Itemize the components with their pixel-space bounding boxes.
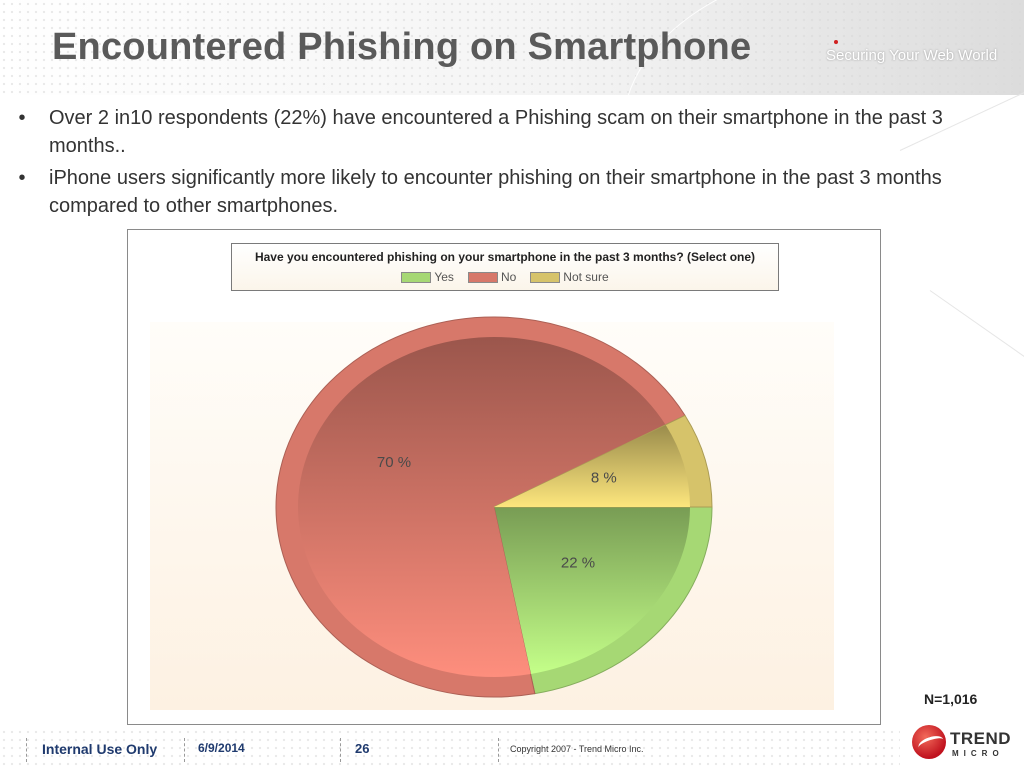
legend-items: Yes No Not sure (232, 270, 778, 284)
bullet-marker: • (18, 107, 26, 129)
legend-label-no: No (500, 270, 517, 284)
chart-legend: Have you encountered phishing on your sm… (231, 243, 779, 291)
chart-title: Have you encountered phishing on your sm… (254, 250, 756, 264)
footer-separator (184, 738, 185, 762)
pie-data-label-yes: 22 % (561, 555, 595, 572)
footer-separator (340, 738, 341, 762)
slide-title: Encountered Phishing on Smartphone (52, 26, 752, 68)
pie-slice-inner-yes (494, 507, 690, 674)
legend-swatch-not-sure (530, 271, 561, 283)
pie-chart: 22 % 70 % 8 % (275, 316, 713, 698)
trend-micro-logo-icon (912, 725, 946, 759)
pie-data-label-no: 70 % (377, 454, 411, 471)
legend-item-yes: Yes (401, 270, 454, 284)
footer-separator (498, 738, 499, 762)
pie-slice-inner-not-sure (494, 425, 690, 507)
footer-classification: Internal Use Only (42, 741, 158, 757)
bullet-list: • Over 2 in10 respondents (22%) have enc… (12, 104, 1002, 224)
bullet-marker: • (18, 167, 26, 189)
chart-frame: Have you encountered phishing on your sm… (127, 229, 881, 725)
legend-label-not-sure: Not sure (563, 270, 609, 284)
footer: Internal Use Only 6/9/2014 26 Copyright … (0, 728, 1024, 768)
bullet-text: Over 2 in10 respondents (22%) have encou… (49, 107, 943, 157)
bullet-item: • iPhone users significantly more likely… (12, 164, 1002, 220)
logo-wordmark: TREND (950, 729, 1012, 748)
legend-swatch-no (467, 271, 498, 283)
decorative-line (929, 290, 1024, 372)
footer-date: 6/9/2014 (198, 741, 245, 755)
logo-submark: MICRO (952, 749, 1004, 758)
footer-separator (26, 738, 27, 762)
tagline-dot (834, 40, 838, 44)
legend-label-yes: Yes (434, 270, 454, 284)
tagline: Securing Your Web World (826, 47, 998, 64)
footer-copyright: Copyright 2007 - Trend Micro Inc. (510, 744, 644, 754)
footer-dot-pattern (0, 728, 900, 768)
legend-swatch-yes (401, 271, 432, 283)
header-band (0, 0, 1024, 95)
footer-page-number: 26 (355, 741, 370, 756)
legend-item-no: No (467, 270, 517, 284)
pie-data-label-not-sure: 8 % (591, 469, 617, 486)
bullet-text: iPhone users significantly more likely t… (49, 167, 942, 217)
sample-size-note: N=1,016 (924, 691, 978, 707)
pie-slice-inner-no (297, 337, 666, 677)
legend-item-not-sure: Not sure (530, 270, 609, 284)
bullet-item: • Over 2 in10 respondents (22%) have enc… (12, 104, 1002, 160)
